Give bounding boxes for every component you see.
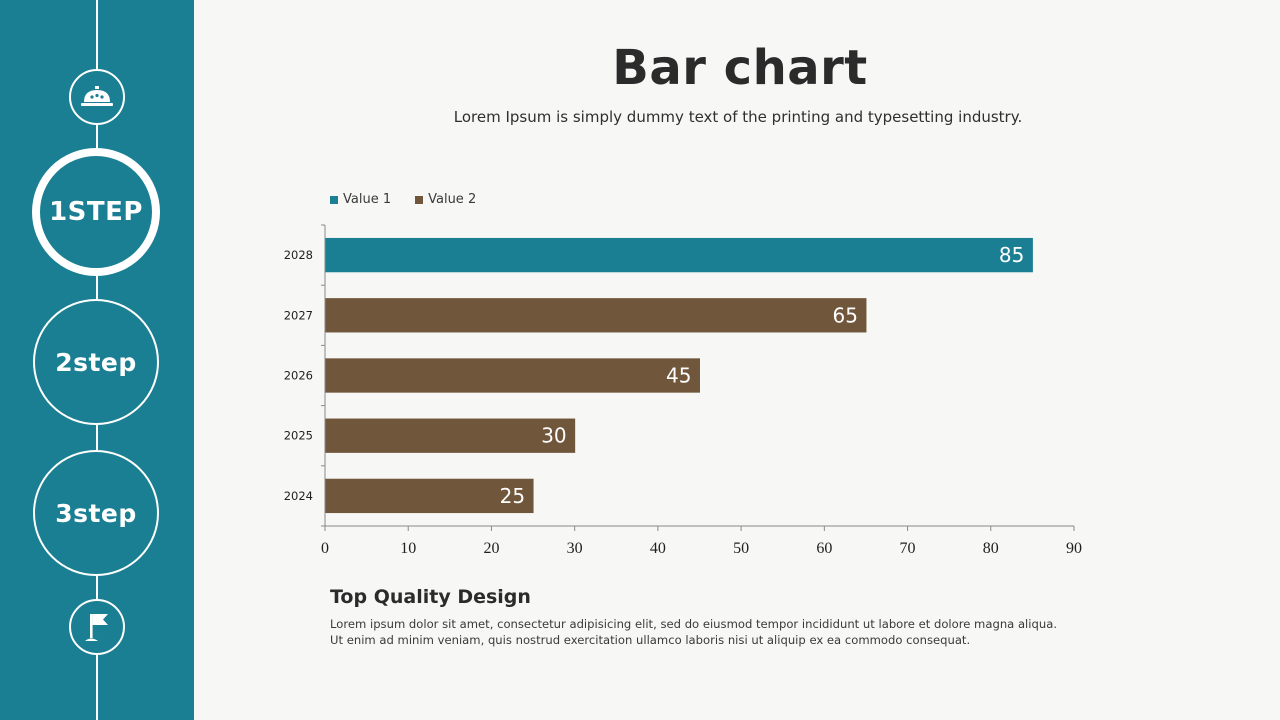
x-tick-label: 90 — [1066, 540, 1082, 557]
legend-item-value-2: Value 2 — [415, 192, 476, 207]
data-label: 45 — [666, 364, 691, 388]
bar — [325, 298, 867, 333]
y-tick-label: 2026 — [284, 369, 313, 383]
step-1-circle[interactable]: 1STEP — [32, 148, 160, 276]
step-3-circle[interactable]: 3step — [33, 450, 159, 576]
x-tick-label: 80 — [983, 540, 999, 557]
y-tick-label: 2024 — [284, 489, 313, 503]
x-tick-label: 20 — [483, 540, 499, 557]
sidebar: 1STEP 2step 3step — [0, 0, 194, 720]
section-heading: Top Quality Design — [330, 586, 531, 608]
legend-swatch-value-2 — [415, 195, 424, 204]
x-tick-label: 10 — [400, 540, 416, 557]
data-label: 30 — [541, 424, 566, 448]
y-tick-label: 2025 — [284, 429, 313, 443]
data-label: 85 — [999, 243, 1024, 267]
service-bell-icon-badge — [69, 69, 125, 125]
x-tick-label: 30 — [567, 540, 583, 557]
flag-icon — [85, 614, 108, 641]
data-label: 25 — [500, 484, 525, 508]
x-tick-label: 50 — [733, 540, 749, 557]
x-tick-label: 60 — [816, 540, 832, 557]
step-3-label: 3step — [55, 498, 137, 528]
legend-label-value-2: Value 2 — [428, 192, 477, 207]
x-tick-label: 70 — [900, 540, 916, 557]
bar — [325, 237, 1033, 273]
x-tick-label: 40 — [650, 540, 666, 557]
section-body: Lorem ipsum dolor sit amet, consectetur … — [330, 617, 1057, 647]
step-1-label: 1STEP — [49, 197, 143, 227]
legend-label-value-1: Value 1 — [343, 192, 392, 207]
step-2-circle[interactable]: 2step — [33, 299, 159, 425]
service-bell-icon — [81, 86, 113, 106]
legend-item-value-1: Value 1 — [330, 192, 391, 207]
page-subtitle: Lorem Ipsum is simply dummy text of the … — [453, 108, 1023, 126]
y-tick-label: 2028 — [284, 248, 313, 262]
step-2-label: 2step — [55, 347, 137, 377]
chart-legend: Value 1 Value 2 — [330, 192, 476, 207]
legend-swatch-value-1 — [330, 195, 338, 204]
bar — [325, 418, 576, 453]
bar — [325, 358, 700, 393]
data-label: 65 — [832, 303, 857, 327]
page-title: Bar chart — [612, 40, 868, 96]
flag-icon-badge — [69, 599, 125, 655]
y-tick-label: 2027 — [284, 308, 313, 322]
x-tick-label: 0 — [321, 540, 329, 557]
bar — [325, 478, 534, 514]
